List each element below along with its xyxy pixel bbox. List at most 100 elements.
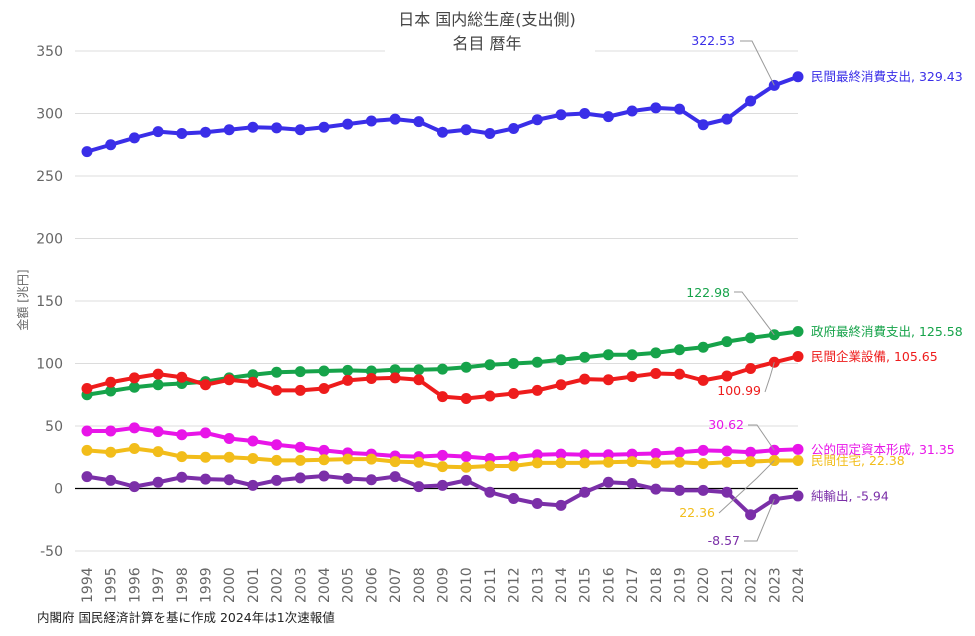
data-point xyxy=(484,460,496,472)
y-tick-label: 50 xyxy=(45,419,63,435)
data-point xyxy=(365,115,377,127)
data-point xyxy=(531,449,543,461)
data-point xyxy=(271,366,283,378)
data-point xyxy=(697,374,709,386)
data-point xyxy=(792,443,804,455)
data-point xyxy=(579,486,591,498)
data-point xyxy=(508,451,520,463)
data-point xyxy=(271,439,283,451)
data-point xyxy=(745,363,757,374)
data-point xyxy=(176,451,188,463)
data-point xyxy=(745,456,757,468)
data-point xyxy=(745,95,757,107)
data-point xyxy=(81,425,93,437)
series-line xyxy=(86,74,799,154)
x-tick-label: 2007 xyxy=(388,567,404,603)
data-point xyxy=(271,122,283,134)
x-tick-label: 2015 xyxy=(578,567,594,603)
y-tick-label: -50 xyxy=(40,544,63,560)
label-leader-line xyxy=(718,460,775,514)
data-point xyxy=(650,347,662,359)
data-point xyxy=(531,457,543,469)
title-backdrop xyxy=(385,8,595,60)
data-point xyxy=(413,116,425,128)
chart-subtitle: 名目 暦年 xyxy=(452,34,521,53)
data-point xyxy=(105,474,117,486)
x-tick-label: 1995 xyxy=(104,567,120,603)
data-point xyxy=(792,455,804,467)
x-tick-label: 2004 xyxy=(317,567,333,603)
data-point xyxy=(294,454,306,466)
data-point xyxy=(674,456,685,468)
label-leader-line xyxy=(734,291,775,336)
data-point xyxy=(792,326,804,338)
data-point xyxy=(318,454,330,466)
data-point xyxy=(128,132,140,144)
x-tick-label: 2010 xyxy=(459,567,475,603)
x-tick-label: 1998 xyxy=(175,567,191,603)
data-point xyxy=(342,453,354,465)
x-tick-label: 1996 xyxy=(127,567,143,603)
data-point xyxy=(437,461,448,473)
data-point xyxy=(674,446,685,458)
data-point xyxy=(626,478,638,489)
data-point xyxy=(721,445,733,457)
data-point xyxy=(484,486,496,498)
data-point xyxy=(105,425,117,437)
data-point xyxy=(247,121,259,133)
chart-footnote: 内閣府 国民経済計算を基に作成 2024年は1次速報値 xyxy=(37,610,335,625)
data-point xyxy=(674,103,685,115)
series-end-label: 公的固定資本形成, 31.35 xyxy=(811,442,955,457)
data-point xyxy=(223,474,235,486)
data-point xyxy=(128,443,140,454)
x-tick-label: 2014 xyxy=(554,567,570,603)
data-point xyxy=(650,448,662,459)
data-point xyxy=(318,383,330,394)
data-point xyxy=(223,451,235,463)
x-tick-label: 2017 xyxy=(625,567,641,603)
data-point xyxy=(721,370,733,382)
data-point xyxy=(460,393,472,404)
data-point xyxy=(579,449,591,461)
data-point xyxy=(460,474,472,486)
data-point xyxy=(674,484,685,496)
data-point xyxy=(531,356,543,368)
data-point xyxy=(555,379,567,391)
x-tick-label: 2020 xyxy=(696,567,712,603)
data-point xyxy=(81,146,93,158)
label-leader-line xyxy=(740,40,775,86)
data-point xyxy=(579,373,591,385)
data-point xyxy=(81,444,93,456)
data-point xyxy=(745,509,757,521)
data-point xyxy=(271,454,283,466)
data-point xyxy=(413,456,425,468)
data-point xyxy=(342,473,354,484)
data-point xyxy=(200,473,211,485)
x-tick-label: 2009 xyxy=(436,567,452,603)
data-point xyxy=(105,385,117,397)
data-point xyxy=(271,384,283,396)
data-point xyxy=(602,476,614,488)
data-point xyxy=(294,366,306,378)
x-tick-label: 2023 xyxy=(767,567,783,603)
data-point xyxy=(792,490,804,502)
data-point xyxy=(508,358,520,369)
x-tick-label: 2011 xyxy=(483,567,499,603)
data-point xyxy=(318,444,330,456)
series-point-label: 322.53 xyxy=(691,33,735,48)
series-point-label: 22.36 xyxy=(679,505,715,520)
data-point xyxy=(365,453,377,465)
data-point xyxy=(176,471,188,483)
data-point xyxy=(152,476,164,488)
data-point xyxy=(152,368,164,380)
data-point xyxy=(579,457,591,469)
data-point xyxy=(128,481,140,493)
x-tick-label: 2022 xyxy=(744,567,760,603)
data-point xyxy=(247,435,259,447)
x-tick-label: 2000 xyxy=(222,567,238,603)
data-point xyxy=(294,441,306,453)
data-point xyxy=(460,124,472,136)
data-point xyxy=(721,456,733,468)
data-point xyxy=(484,359,496,371)
